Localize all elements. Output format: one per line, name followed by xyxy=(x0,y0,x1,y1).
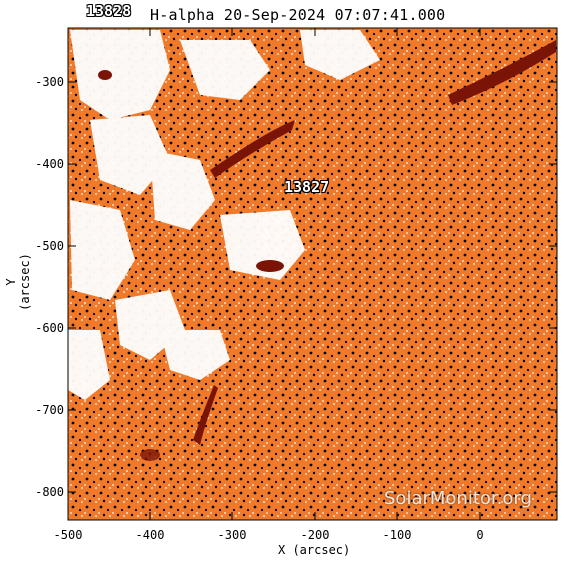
y-tick-label: -400 xyxy=(35,157,64,171)
y-tick-label: -500 xyxy=(35,239,64,253)
y-axis-label: Y (arcsec) xyxy=(4,253,32,311)
x-tick-label: -400 xyxy=(135,528,165,542)
x-tick-label: 0 xyxy=(476,528,484,542)
filaments xyxy=(98,40,556,461)
x-tick-label: -300 xyxy=(217,528,247,542)
watermark: SolarMonitor.org xyxy=(384,488,532,509)
x-axis-label: X (arcsec) xyxy=(278,543,351,557)
y-tick-label: -800 xyxy=(35,485,64,499)
region-label-center: 13827 xyxy=(284,178,330,196)
region-label-top: 13828 xyxy=(86,2,132,20)
y-tick-label: -300 xyxy=(35,75,64,89)
x-axis-ticks xyxy=(67,28,481,520)
image-title: H-alpha 20-Sep-2024 07:07:41.000 xyxy=(150,6,446,24)
x-tick-label: -200 xyxy=(300,528,330,542)
y-tick-label: -600 xyxy=(35,321,64,335)
y-tick-label: -700 xyxy=(35,403,64,417)
x-tick-label: -100 xyxy=(382,528,412,542)
x-tick-label: -500 xyxy=(53,528,83,542)
plage-regions xyxy=(68,30,380,400)
y-axis-ticks xyxy=(68,81,557,493)
